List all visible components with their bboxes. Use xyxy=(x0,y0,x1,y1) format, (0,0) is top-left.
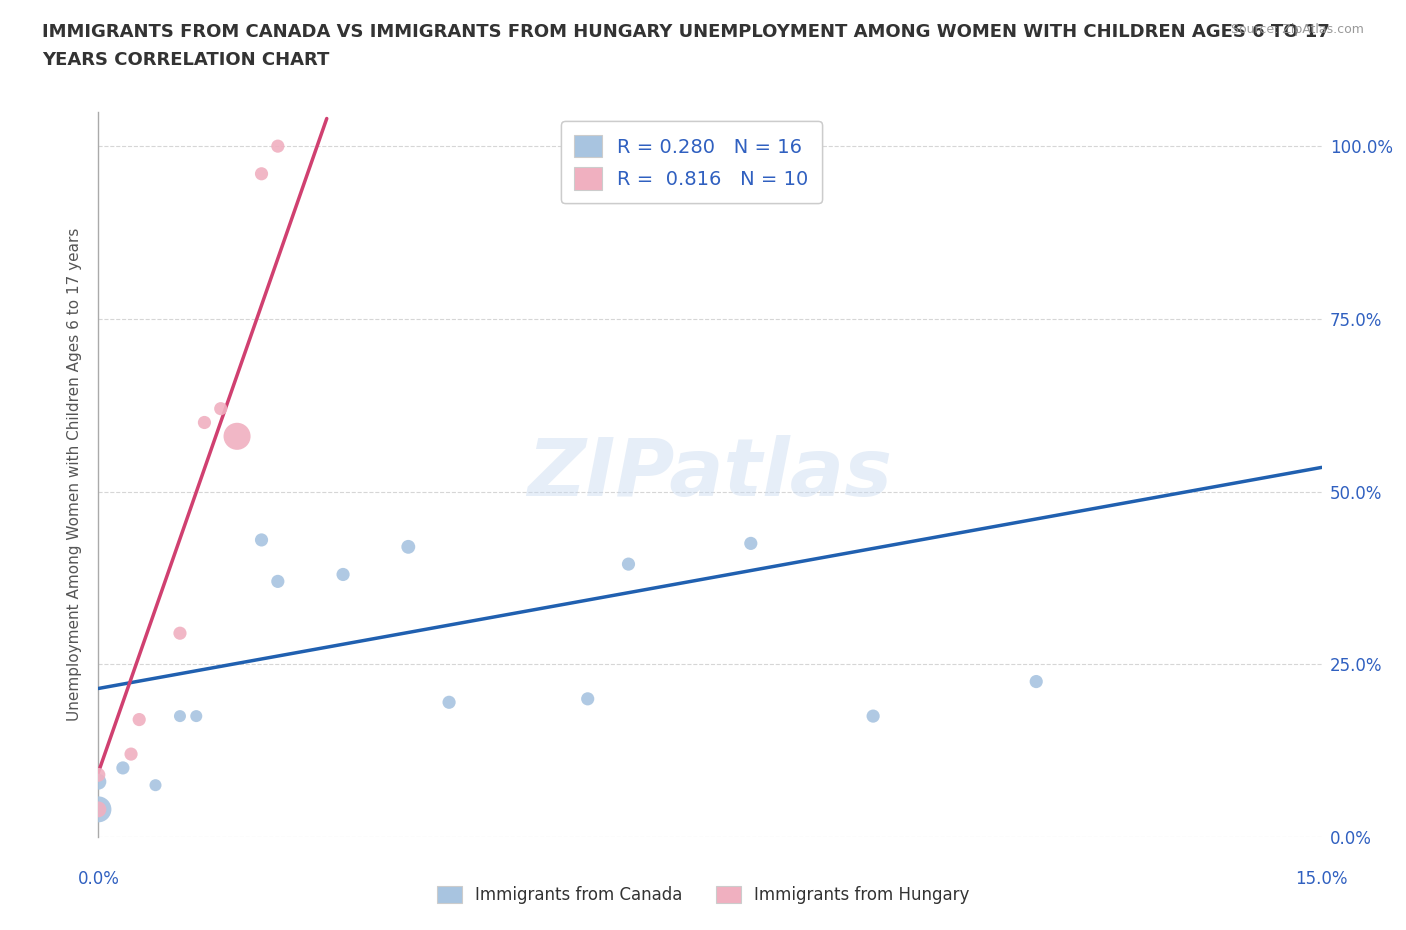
Text: YEARS CORRELATION CHART: YEARS CORRELATION CHART xyxy=(42,51,329,69)
Text: IMMIGRANTS FROM CANADA VS IMMIGRANTS FROM HUNGARY UNEMPLOYMENT AMONG WOMEN WITH : IMMIGRANTS FROM CANADA VS IMMIGRANTS FRO… xyxy=(42,23,1330,41)
Point xyxy=(576,691,599,706)
Text: 15.0%: 15.0% xyxy=(1295,870,1348,887)
Point xyxy=(169,626,191,641)
Point xyxy=(740,536,762,551)
Point xyxy=(250,533,273,548)
Point xyxy=(209,401,232,416)
Point xyxy=(396,539,419,554)
Point xyxy=(87,802,110,817)
Point xyxy=(437,695,460,710)
Point xyxy=(128,712,150,727)
Point xyxy=(169,709,191,724)
Point xyxy=(226,429,249,444)
Point xyxy=(87,802,110,817)
Legend: R = 0.280   N = 16, R =  0.816   N = 10: R = 0.280 N = 16, R = 0.816 N = 10 xyxy=(561,121,823,203)
Point xyxy=(193,415,215,430)
Point xyxy=(111,761,134,776)
Point xyxy=(267,139,290,153)
Point xyxy=(862,709,884,724)
Point xyxy=(145,777,167,792)
Text: 0.0%: 0.0% xyxy=(77,870,120,887)
Legend: Immigrants from Canada, Immigrants from Hungary: Immigrants from Canada, Immigrants from … xyxy=(429,878,977,912)
Point xyxy=(1025,674,1047,689)
Point xyxy=(617,557,640,572)
Point xyxy=(87,767,110,782)
Point xyxy=(120,747,142,762)
Text: Source: ZipAtlas.com: Source: ZipAtlas.com xyxy=(1230,23,1364,36)
Point xyxy=(87,775,110,790)
Point xyxy=(250,166,273,181)
Y-axis label: Unemployment Among Women with Children Ages 6 to 17 years: Unemployment Among Women with Children A… xyxy=(67,228,83,721)
Point xyxy=(332,567,354,582)
Point xyxy=(267,574,290,589)
Point xyxy=(186,709,208,724)
Text: ZIPatlas: ZIPatlas xyxy=(527,435,893,513)
